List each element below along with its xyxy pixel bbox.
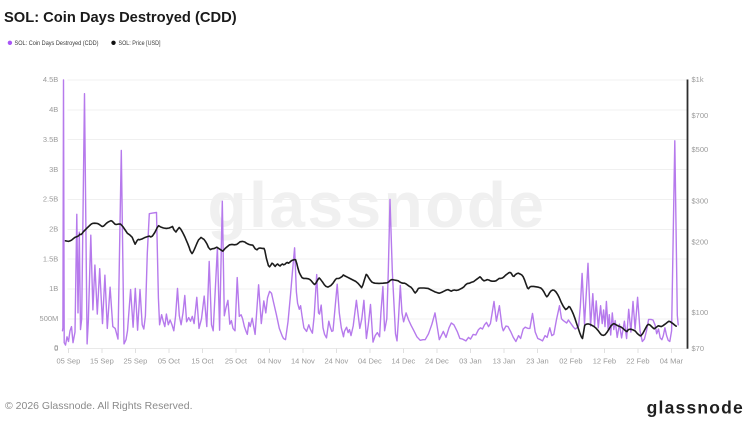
svg-text:05 Oct: 05 Oct [158,357,181,366]
svg-text:14 Dec: 14 Dec [392,357,416,366]
svg-text:$1k: $1k [692,75,704,84]
svg-text:$70: $70 [692,344,705,353]
svg-text:1.5B: 1.5B [43,254,58,263]
svg-text:04 Dec: 04 Dec [358,357,382,366]
svg-text:glassnode: glassnode [647,398,744,418]
svg-text:1B: 1B [49,284,58,293]
svg-text:23 Jan: 23 Jan [526,357,549,366]
svg-text:2.5B: 2.5B [43,195,58,204]
svg-text:15 Sep: 15 Sep [90,357,114,366]
svg-text:3B: 3B [49,165,58,174]
svg-text:12 Feb: 12 Feb [593,357,616,366]
svg-text:glassnode: glassnode [207,169,546,241]
svg-text:SOL: Coin Days Destroyed (CDD): SOL: Coin Days Destroyed (CDD) [15,40,99,47]
svg-text:14 Nov: 14 Nov [291,357,315,366]
svg-text:13 Jan: 13 Jan [493,357,516,366]
svg-text:4.5B: 4.5B [43,75,58,84]
svg-text:$700: $700 [692,111,709,120]
svg-text:24 Dec: 24 Dec [425,357,449,366]
svg-text:25 Sep: 25 Sep [124,357,148,366]
svg-text:04 Nov: 04 Nov [258,357,282,366]
svg-text:$200: $200 [692,238,709,247]
svg-text:$500: $500 [692,145,709,154]
svg-text:04 Mar: 04 Mar [660,357,684,366]
svg-text:3.5B: 3.5B [43,135,58,144]
svg-text:$300: $300 [692,197,709,206]
svg-text:03 Jan: 03 Jan [459,357,482,366]
svg-text:© 2026 Glassnode. All Rights R: © 2026 Glassnode. All Rights Reserved. [5,400,193,412]
svg-text:0: 0 [54,344,58,353]
svg-text:2B: 2B [49,225,58,234]
svg-text:4B: 4B [49,105,58,114]
svg-text:24 Nov: 24 Nov [325,357,349,366]
svg-text:SOL: Price [USD]: SOL: Price [USD] [119,40,161,47]
svg-text:$100: $100 [692,308,709,317]
svg-text:25 Oct: 25 Oct [225,357,248,366]
svg-text:02 Feb: 02 Feb [559,357,582,366]
svg-text:0: 0 [54,343,58,352]
svg-text:SOL: Coin Days Destroyed (CDD): SOL: Coin Days Destroyed (CDD) [4,10,237,26]
svg-text:500M: 500M [40,314,59,323]
svg-text:22 Feb: 22 Feb [626,357,649,366]
svg-text:15 Oct: 15 Oct [191,357,214,366]
svg-text:05 Sep: 05 Sep [57,357,81,366]
